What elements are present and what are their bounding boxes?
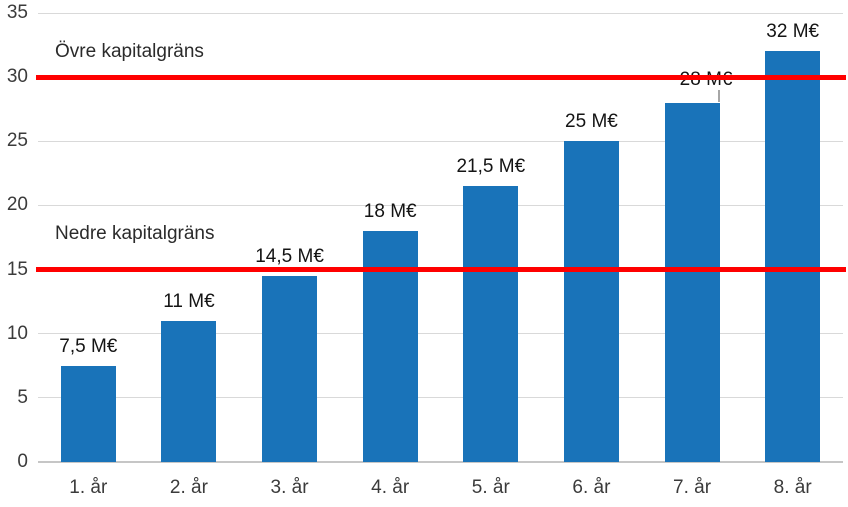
bar-value-label: 14,5 M€ xyxy=(255,245,324,267)
y-tick-label: 10 xyxy=(6,322,28,344)
x-tick-label: 1. år xyxy=(69,477,108,498)
bar xyxy=(463,186,519,462)
lower-capital-limit-label: Nedre kapitalgräns xyxy=(55,222,215,244)
gridline xyxy=(38,397,843,399)
y-tick-label: 5 xyxy=(17,386,28,408)
bar xyxy=(161,320,217,462)
gridline xyxy=(38,12,843,14)
y-tick-label: 20 xyxy=(6,194,28,216)
gridline xyxy=(38,204,843,206)
gridline xyxy=(38,333,843,335)
x-tick-label: 3. år xyxy=(270,477,309,498)
bar-value-label: 21,5 M€ xyxy=(456,156,526,178)
y-tick-label: 15 xyxy=(6,258,28,280)
y-tick-label: 30 xyxy=(6,66,28,88)
x-tick-label: 8. år xyxy=(773,477,812,498)
x-axis-line xyxy=(38,461,843,463)
x-tick-label: 2. år xyxy=(169,477,208,498)
bar xyxy=(563,141,619,462)
bar-value-label: 11 M€ xyxy=(163,290,215,312)
lower-capital-limit-line xyxy=(36,267,846,273)
gridline xyxy=(38,140,843,142)
bar-value-label: 7,5 M€ xyxy=(59,335,118,357)
x-tick-label: 6. år xyxy=(572,477,611,498)
y-tick-label: 0 xyxy=(17,451,28,472)
y-tick-label: 35 xyxy=(6,2,28,23)
x-tick-label: 5. år xyxy=(471,477,510,498)
bar-value-label: 32 M€ xyxy=(766,21,820,43)
x-tick-label: 7. år xyxy=(673,477,712,498)
bar xyxy=(362,231,418,462)
bar xyxy=(60,365,116,462)
bar-value-label: 18 M€ xyxy=(363,201,417,223)
bar xyxy=(765,51,821,462)
bar-value-label: 25 M€ xyxy=(565,111,618,133)
upper-capital-limit-line xyxy=(36,74,846,80)
bar xyxy=(664,102,720,462)
label-leader-line xyxy=(718,89,721,102)
y-tick-label: 25 xyxy=(6,130,28,152)
bar xyxy=(262,275,318,462)
upper-capital-limit-label: Övre kapitalgräns xyxy=(55,41,204,63)
x-tick-label: 4. år xyxy=(371,477,410,498)
bar-value-label: 28 M€ xyxy=(646,69,766,91)
